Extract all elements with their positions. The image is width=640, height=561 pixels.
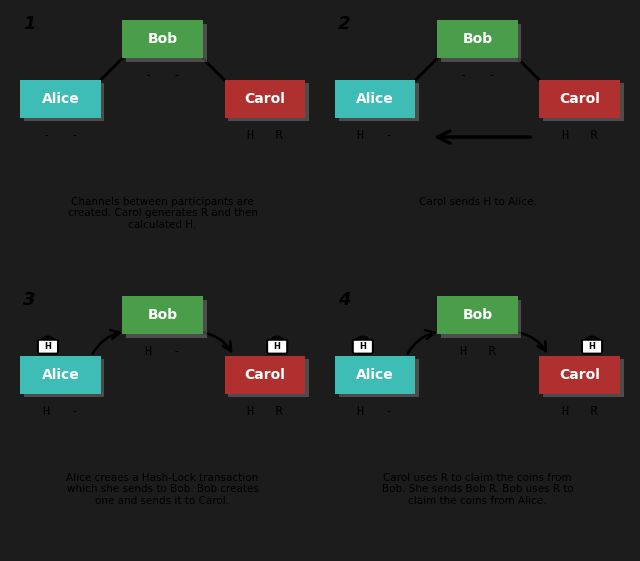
Text: H   R: H R [247,405,283,418]
Text: Carol: Carol [559,92,600,106]
FancyBboxPatch shape [582,340,602,353]
Text: H   -: H - [42,405,78,418]
FancyBboxPatch shape [339,359,419,397]
FancyBboxPatch shape [126,24,207,62]
FancyBboxPatch shape [20,80,100,118]
Text: Bob: Bob [147,33,178,47]
FancyBboxPatch shape [437,20,518,58]
FancyBboxPatch shape [122,20,203,58]
Text: H: H [360,342,366,351]
FancyBboxPatch shape [24,359,104,397]
FancyBboxPatch shape [228,359,308,397]
Text: Carol: Carol [559,368,600,382]
FancyBboxPatch shape [335,80,415,118]
FancyBboxPatch shape [38,340,58,353]
FancyBboxPatch shape [20,356,100,394]
Text: Carol sends H to Alice.: Carol sends H to Alice. [419,197,536,207]
FancyBboxPatch shape [122,296,203,334]
Text: H: H [274,342,280,351]
Text: Alice: Alice [42,92,79,106]
Text: 3: 3 [23,291,36,309]
Text: -   -: - - [145,69,180,82]
Text: Channels between participants are
created. Carol generates R and then
calculated: Channels between participants are create… [68,197,257,230]
Text: Carol uses R to claim the coins from
Bob. She sends Bob R. Bob uses R to
claim t: Carol uses R to claim the coins from Bob… [381,473,573,506]
FancyBboxPatch shape [540,356,620,394]
Text: H: H [589,342,595,351]
Text: -   -: - - [460,69,495,82]
Text: Alice: Alice [356,92,394,106]
Text: H   R: H R [562,405,598,418]
FancyBboxPatch shape [437,296,518,334]
FancyBboxPatch shape [267,340,287,353]
FancyBboxPatch shape [339,83,419,121]
FancyBboxPatch shape [228,83,308,121]
Text: H   -: H - [357,405,393,418]
FancyBboxPatch shape [543,83,623,121]
Text: H   -: H - [357,129,393,142]
Text: 4: 4 [338,291,351,309]
Text: Alice: Alice [42,368,79,382]
FancyBboxPatch shape [540,80,620,118]
Text: Bob: Bob [462,33,493,47]
Text: Carol: Carol [244,368,285,382]
FancyBboxPatch shape [543,359,623,397]
Text: Bob: Bob [462,309,493,323]
FancyBboxPatch shape [126,300,207,338]
Text: Carol: Carol [244,92,285,106]
Text: 2: 2 [338,15,351,33]
FancyBboxPatch shape [441,300,522,338]
Text: H   R: H R [562,129,598,142]
FancyBboxPatch shape [353,340,373,353]
Text: Bob: Bob [147,309,178,323]
Text: Alice creaes a Hash-Lock transaction
which she sends to Bob. Bob creates
one and: Alice creaes a Hash-Lock transaction whi… [67,473,259,506]
Text: H   R: H R [247,129,283,142]
Text: 1: 1 [23,15,36,33]
Text: H: H [45,342,51,351]
Text: H   R: H R [460,345,495,358]
FancyBboxPatch shape [225,80,305,118]
Text: H   -: H - [145,345,180,358]
Text: -   -: - - [42,129,78,142]
FancyBboxPatch shape [225,356,305,394]
FancyBboxPatch shape [335,356,415,394]
Text: Alice: Alice [356,368,394,382]
FancyBboxPatch shape [24,83,104,121]
FancyBboxPatch shape [441,24,522,62]
